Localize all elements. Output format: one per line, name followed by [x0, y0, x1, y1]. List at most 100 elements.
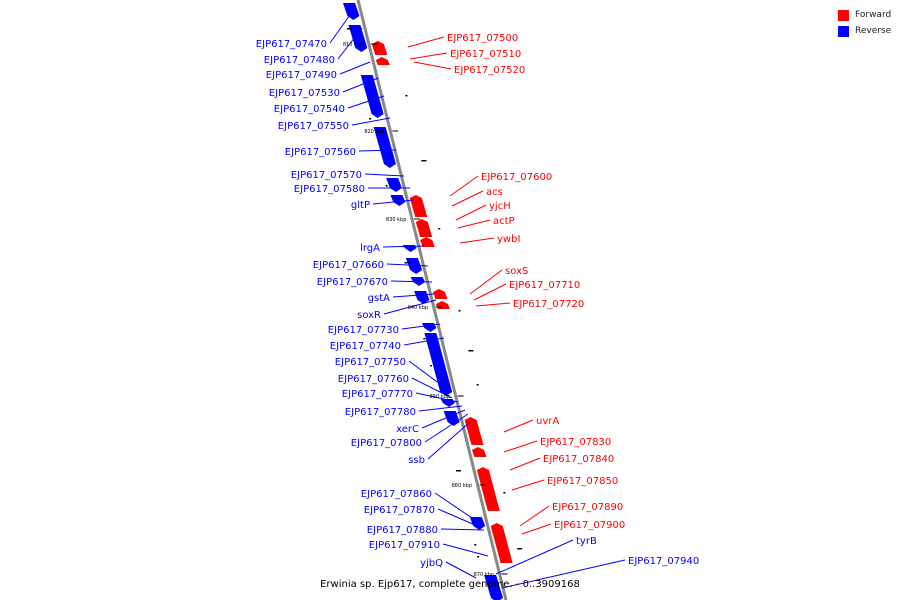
reverse-gene-label: gltP — [351, 200, 370, 211]
label-leader-line — [424, 413, 469, 443]
feature-dash — [405, 95, 408, 97]
kbp-tick-label: 850 kbp — [430, 394, 450, 400]
label-leader-line — [509, 457, 541, 471]
legend-label-forward: Forward — [855, 10, 892, 20]
reverse-gene-label: EJP617_07750 — [335, 357, 406, 368]
reverse-gene-label: EJP617_07660 — [313, 260, 384, 271]
label-leader-line — [469, 269, 503, 295]
forward-gene-block — [476, 467, 500, 511]
label-leader-line — [329, 11, 353, 44]
reverse-gene-label: EJP617_07780 — [345, 407, 416, 418]
forward-gene-label: EJP617_07720 — [513, 299, 584, 310]
reverse-gene-label: EJP617_07560 — [285, 147, 356, 158]
reverse-gene-block — [405, 258, 423, 274]
feature-dash — [404, 262, 410, 264]
label-leader-line — [445, 561, 477, 579]
feature-dash — [517, 548, 523, 550]
reverse-gene-label: EJP617_07860 — [361, 489, 432, 500]
kbp-tick-label: 810 kbp — [343, 42, 363, 48]
feature-dash — [458, 310, 461, 312]
reverse-gene-block — [469, 517, 486, 530]
forward-gene-label: EJP617_07830 — [540, 437, 611, 448]
label-leader-line — [339, 61, 371, 75]
label-leader-line — [434, 492, 479, 523]
reverse-gene-label: gstA — [368, 293, 390, 304]
feature-dash — [468, 350, 474, 352]
label-leader-line — [372, 199, 415, 205]
reverse-gene-block — [373, 127, 396, 168]
label-leader-line — [411, 377, 453, 399]
label-leader-line — [418, 405, 463, 412]
feature-dash — [477, 556, 480, 558]
label-leader-line — [449, 175, 479, 197]
reverse-gene-label: ssb — [408, 455, 425, 466]
reverse-gene-block — [386, 178, 402, 192]
reverse-gene-label: EJP617_07530 — [269, 88, 340, 99]
label-leader-line — [342, 77, 379, 93]
reverse-gene-label: EJP617_07800 — [351, 438, 422, 449]
label-leader-line — [415, 392, 459, 403]
forward-gene-block — [464, 417, 484, 445]
label-leader-line — [382, 245, 425, 248]
forward-gene-block — [433, 289, 448, 299]
label-leader-line — [403, 337, 445, 346]
reverse-gene-block — [484, 575, 503, 600]
forward-swatch — [838, 10, 849, 21]
forward-gene-label: yjcH — [489, 201, 511, 212]
feature-dash — [421, 160, 427, 162]
reverse-gene-label: EJP617_07480 — [264, 55, 335, 66]
label-leader-line — [459, 237, 495, 244]
label-leader-line — [495, 539, 574, 575]
reverse-gene-label: soxR — [357, 310, 381, 321]
forward-gene-label: EJP617_07500 — [447, 33, 518, 44]
reverse-gene-label: EJP617_07760 — [338, 374, 409, 385]
gene-features — [343, 3, 513, 600]
kbp-tick-label: 830 kbp — [386, 217, 406, 223]
reverse-gene-label: EJP617_07550 — [278, 121, 349, 132]
feature-dash — [474, 544, 477, 546]
gene-labels: EJP617_07470 EJP617_07480 EJP617_07490 EJP6… — [256, 33, 699, 569]
label-leader-line — [347, 95, 385, 109]
legend-label-reverse: Reverse — [855, 26, 892, 36]
feature-dash — [455, 470, 461, 472]
label-leader-line — [383, 299, 437, 315]
reverse-gene-label: EJP617_07740 — [330, 341, 401, 352]
reverse-swatch — [838, 26, 849, 37]
reverse-gene-block — [343, 3, 360, 20]
legend-reverse: Reverse — [838, 25, 900, 39]
tick-marks: 810 kbp 820 kbp 830 kbp 840 kbp 850 kbp 860 k… — [343, 28, 523, 578]
reverse-gene-label: EJP617_07490 — [266, 70, 337, 81]
label-leader-line — [503, 419, 534, 433]
reverse-gene-label: EJP617_07670 — [317, 277, 388, 288]
forward-gene-label: ywbI — [497, 234, 520, 245]
reverse-gene-label: yjbQ — [420, 558, 443, 569]
forward-gene-label: EJP617_07510 — [450, 49, 521, 60]
forward-gene-label: EJP617_07710 — [509, 280, 580, 291]
label-leader-line — [351, 117, 391, 126]
label-leader-line — [392, 293, 435, 298]
label-leader-line — [437, 508, 483, 529]
forward-gene-label: EJP617_07600 — [481, 172, 552, 183]
forward-gene-label: actP — [493, 216, 515, 227]
reverse-gene-block — [360, 75, 384, 118]
kbp-tick-label: 840 kbp — [408, 305, 428, 311]
label-leader-line — [390, 280, 433, 283]
forward-gene-label: acs — [486, 187, 503, 198]
reverse-gene-label: EJP617_07580 — [294, 184, 365, 195]
reverse-gene-label: EJP617_07940 — [628, 556, 699, 567]
kbp-tick-label: 860 kbp — [452, 483, 472, 489]
reverse-gene-block — [390, 195, 406, 206]
forward-gene-block — [490, 523, 513, 563]
forward-gene-block — [375, 57, 390, 65]
label-leader-line — [364, 173, 405, 177]
label-leader-line — [409, 52, 448, 60]
label-leader-line — [401, 323, 441, 330]
feature-dash — [476, 384, 479, 386]
forward-gene-label: uvrA — [536, 416, 559, 427]
label-leader-line — [451, 190, 484, 207]
feature-dash — [423, 338, 426, 340]
forward-gene-block — [409, 195, 428, 217]
label-leader-line — [427, 421, 471, 460]
reverse-gene-label: EJP617_07730 — [328, 325, 399, 336]
forward-gene-label: EJP617_07520 — [454, 65, 525, 76]
